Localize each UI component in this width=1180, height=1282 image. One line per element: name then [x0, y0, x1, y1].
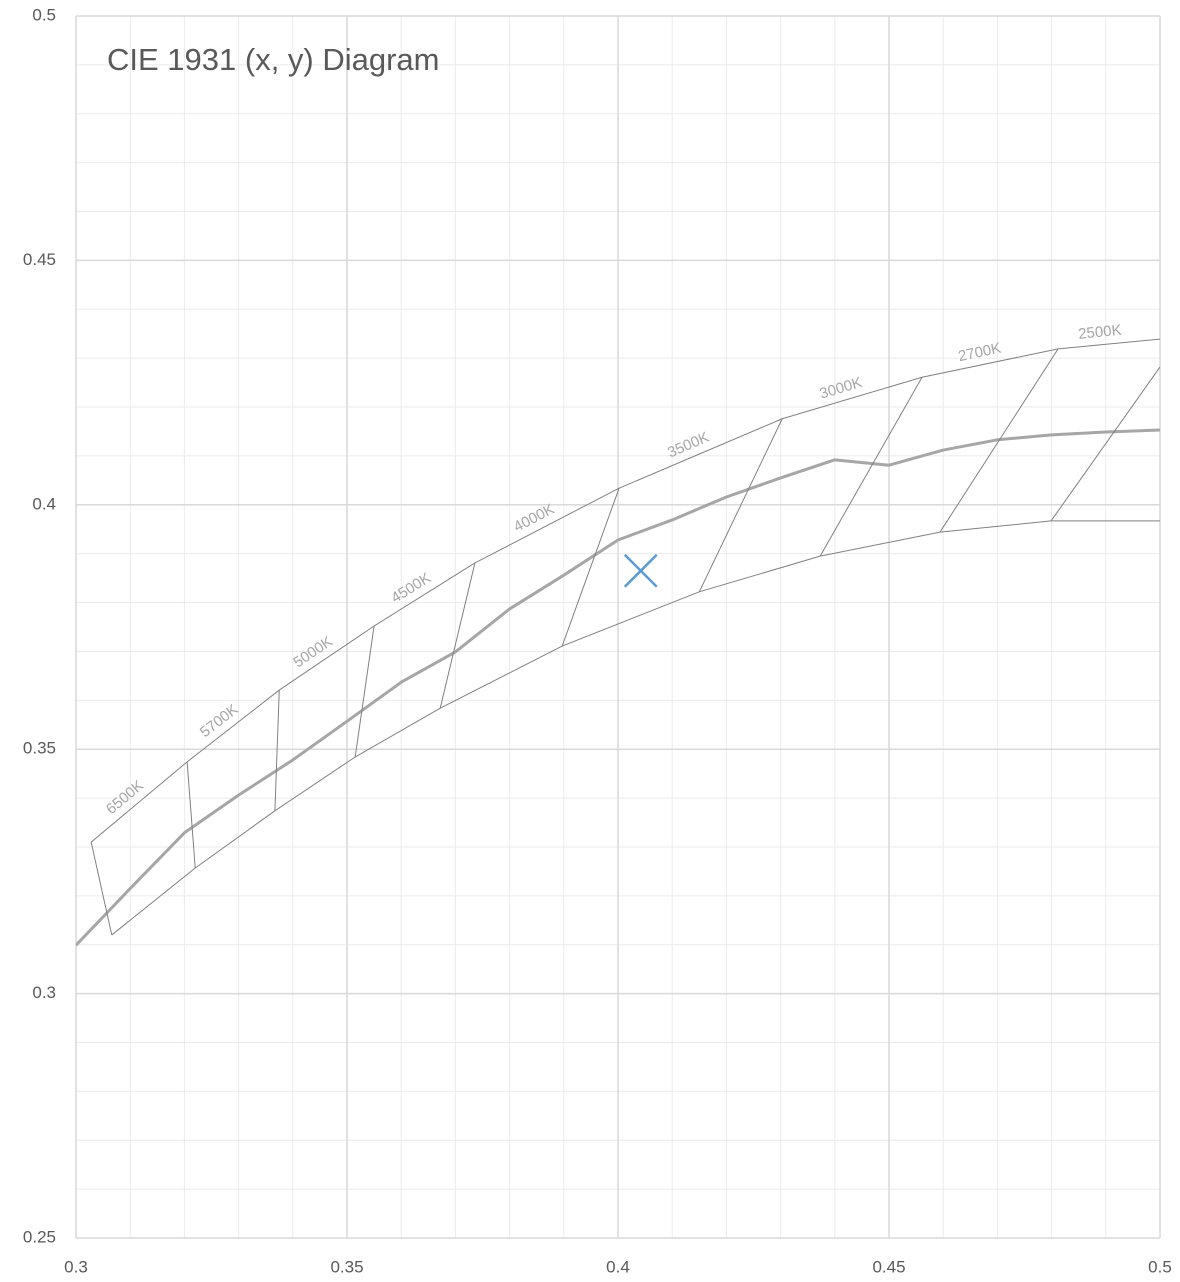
- curve: [111, 520, 1160, 936]
- x-tick-label: 0.5: [1148, 1257, 1172, 1276]
- x-tick-label: 0.3: [64, 1257, 88, 1276]
- y-tick-label: 0.45: [23, 250, 56, 269]
- x-tick-label: 0.45: [872, 1257, 905, 1276]
- curve: [76, 428, 1160, 947]
- cct-label: 4500K: [388, 569, 434, 606]
- cct-label: 5000K: [290, 633, 335, 671]
- labels: 0.3 0.35 0.4 0.45 0.5 0.25 0.3 0.35 0.4 0.45 0.5 65…: [23, 5, 1172, 1276]
- marker: [623, 553, 658, 588]
- curve: [90, 338, 1160, 843]
- cct-label: 5700K: [197, 701, 242, 741]
- cct-label: 2500K: [1077, 322, 1122, 343]
- y-tick-label: 0.5: [32, 5, 56, 24]
- cct-label: 4000K: [511, 501, 557, 536]
- curve: [90, 348, 1160, 936]
- y-tick-label: 0.4: [32, 494, 56, 513]
- y-tick-label: 0.3: [32, 983, 56, 1002]
- y-tick-label: 0.25: [23, 1227, 56, 1246]
- grid: [75, 15, 1161, 1239]
- x-tick-label: 0.35: [330, 1257, 363, 1276]
- plot-area: [76, 338, 1160, 947]
- y-tick-label: 0.35: [23, 739, 56, 758]
- cct-label: 3000K: [818, 374, 864, 403]
- cct-label: 2700K: [957, 340, 1003, 365]
- x-tick-label: 0.4: [606, 1257, 630, 1276]
- cct-label: 6500K: [103, 777, 147, 818]
- chart-title: CIE 1931 (x, y) Diagram: [107, 42, 440, 77]
